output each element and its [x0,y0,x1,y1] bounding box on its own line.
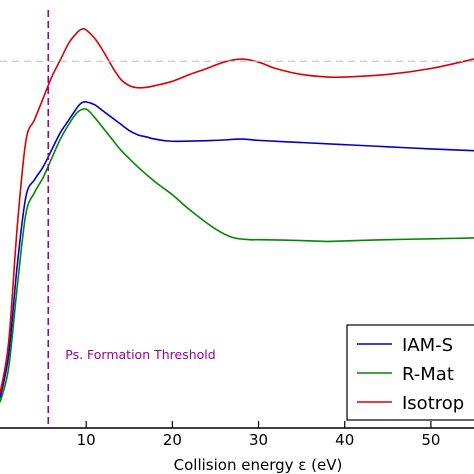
x-tick-label: 10 [77,431,96,449]
legend-label-2: R-Mat [402,364,454,385]
x-tick-label: 30 [249,431,268,449]
legend-label-1: IAM-S [402,335,453,356]
legend-label-3: Isotrop [402,393,464,414]
series-line-2 [0,108,474,403]
x-axis-label: Collision energy ε (eV) [174,456,343,474]
legend: IAM-S R-Mat Isotrop [346,324,474,421]
x-tick-label: 20 [163,431,182,449]
series-line-1 [0,100,474,399]
threshold-label: Ps. Formation Threshold [65,347,215,362]
series-line-3 [0,28,474,394]
x-tick-label: 50 [421,431,440,449]
x-tick-label: 40 [335,431,354,449]
legend-items: IAM-S R-Mat Isotrop [357,335,464,414]
plot-frame [0,427,474,429]
annotations: Ps. Formation Threshold [0,10,474,428]
x-ticks: 10 20 30 40 50 [77,421,440,449]
series-group [0,28,474,403]
